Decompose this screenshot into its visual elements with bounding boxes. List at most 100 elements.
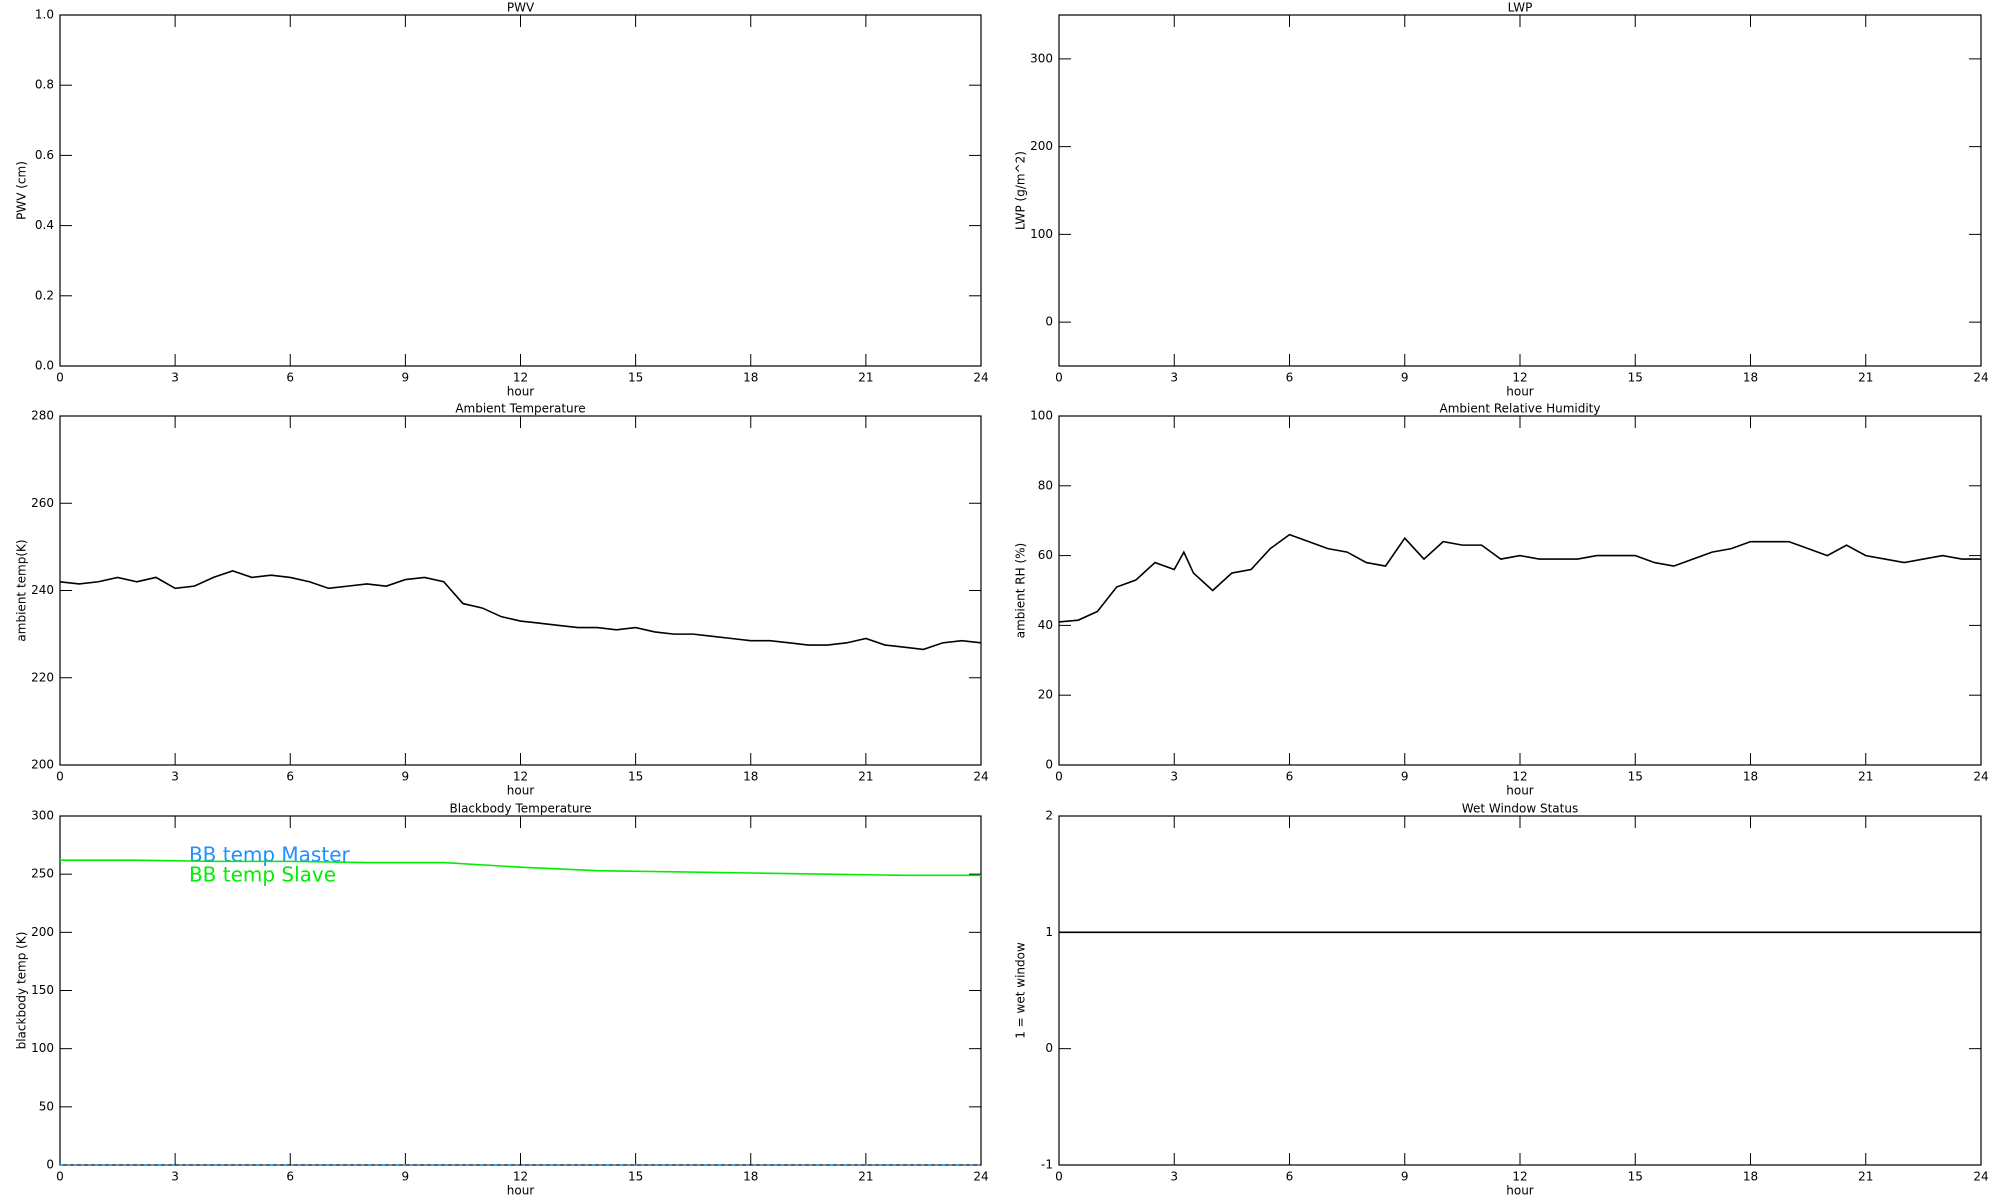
x-tick-label: 9 bbox=[402, 1170, 410, 1184]
data-line bbox=[1058, 533, 1981, 623]
y-tick-label: 20 bbox=[1038, 688, 1053, 702]
chart-panel: PWV 0 3 6 9 12 15 18 21 24 0.0 0.2 0.4 0.6 0.8 1.0 hour P… bbox=[15, 1, 989, 399]
x-tick-label: 6 bbox=[286, 1170, 294, 1184]
x-tick-label: 12 bbox=[513, 371, 528, 385]
y-axis-label: 1 = wet window bbox=[1014, 942, 1028, 1039]
y-tick-label: 150 bbox=[31, 983, 54, 997]
y-axis-label: ambient RH (%) bbox=[1014, 543, 1028, 638]
y-tick-label: 60 bbox=[1038, 548, 1053, 562]
y-tick-label: 240 bbox=[31, 583, 54, 597]
chart-panel: Blackbody Temperature 0 3 6 9 12 15 18 21 24 0 50 10… bbox=[15, 802, 989, 1198]
y-tick-label: 250 bbox=[31, 867, 54, 881]
x-tick-label: 3 bbox=[171, 770, 179, 784]
x-axis-label: hour bbox=[1506, 385, 1534, 399]
x-tick-label: 15 bbox=[1628, 371, 1643, 385]
y-axis-label: ambient temp(K) bbox=[15, 539, 29, 641]
y-tick-label: 300 bbox=[1030, 51, 1053, 65]
y-tick-label: 0 bbox=[1045, 758, 1053, 772]
x-tick-label: 0 bbox=[1055, 770, 1063, 784]
y-tick-label: 1.0 bbox=[35, 8, 54, 22]
x-axis-label: hour bbox=[507, 784, 535, 798]
plot-frame bbox=[59, 415, 982, 766]
y-tick-label: 100 bbox=[31, 1041, 54, 1055]
x-tick-label: 9 bbox=[1401, 1170, 1409, 1184]
x-tick-label: 3 bbox=[1170, 770, 1178, 784]
x-tick-label: 24 bbox=[1973, 371, 1988, 385]
x-tick-label: 3 bbox=[1170, 371, 1178, 385]
x-tick-label: 12 bbox=[1512, 371, 1527, 385]
x-axis-label: hour bbox=[1506, 1184, 1534, 1198]
y-tick-label: 0 bbox=[1045, 315, 1053, 329]
x-tick-label: 12 bbox=[1512, 770, 1527, 784]
y-tick-label: 220 bbox=[31, 670, 54, 684]
chart-panel: Ambient Temperature 0 3 6 9 12 15 18 21 24 200 220 2… bbox=[15, 402, 989, 798]
x-tick-label: 21 bbox=[1858, 371, 1873, 385]
chart-panel: Ambient Relative Humidity 0 3 6 9 12 15 18 21 24 0… bbox=[1014, 402, 1989, 798]
chart-title: Wet Window Status bbox=[1462, 802, 1578, 816]
y-tick-label: 0 bbox=[46, 1158, 54, 1172]
y-tick-label: 0.2 bbox=[35, 288, 54, 302]
x-tick-label: 24 bbox=[1973, 770, 1988, 784]
y-tick-label: -1 bbox=[1041, 1158, 1053, 1172]
x-tick-label: 0 bbox=[56, 1170, 64, 1184]
x-tick-label: 9 bbox=[1401, 371, 1409, 385]
y-tick-label: 300 bbox=[31, 809, 54, 823]
y-tick-label: 2 bbox=[1045, 809, 1053, 823]
x-tick-label: 15 bbox=[628, 1170, 643, 1184]
x-tick-label: 21 bbox=[858, 770, 873, 784]
y-tick-label: 200 bbox=[31, 925, 54, 939]
x-axis-label: hour bbox=[507, 1184, 535, 1198]
plot-frame bbox=[59, 14, 982, 367]
x-tick-label: 6 bbox=[286, 371, 294, 385]
x-axis-label: hour bbox=[1506, 784, 1534, 798]
y-tick-label: 200 bbox=[31, 758, 54, 772]
x-tick-label: 15 bbox=[628, 770, 643, 784]
x-tick-label: 18 bbox=[1743, 1170, 1758, 1184]
y-tick-label: 0.4 bbox=[35, 218, 54, 232]
plot-frame bbox=[1058, 415, 1982, 766]
chart-panel: LWP 0 3 6 9 12 15 18 21 24 0 100 200 300 hour LWP (g/m^… bbox=[1014, 1, 1989, 399]
x-tick-label: 12 bbox=[513, 770, 528, 784]
x-tick-label: 0 bbox=[1055, 1170, 1063, 1184]
x-tick-label: 21 bbox=[1858, 770, 1873, 784]
data-line bbox=[60, 859, 981, 877]
x-tick-label: 12 bbox=[513, 1170, 528, 1184]
plot-frame bbox=[1058, 815, 1982, 1166]
x-tick-label: 6 bbox=[286, 770, 294, 784]
y-tick-label: 40 bbox=[1038, 618, 1053, 632]
x-tick-label: 3 bbox=[1170, 1170, 1178, 1184]
y-tick-label: 0.0 bbox=[35, 359, 54, 373]
y-axis-label: blackbody temp (K) bbox=[15, 932, 29, 1050]
x-tick-label: 18 bbox=[743, 770, 758, 784]
chart-title: Ambient Relative Humidity bbox=[1440, 402, 1601, 416]
plot-frame bbox=[1058, 14, 1982, 367]
x-tick-label: 15 bbox=[1628, 770, 1643, 784]
y-tick-label: 200 bbox=[1030, 139, 1053, 153]
x-tick-label: 9 bbox=[402, 371, 410, 385]
legend-entry: BB temp Slave bbox=[189, 863, 336, 887]
x-tick-label: 3 bbox=[171, 1170, 179, 1184]
y-tick-label: 0.8 bbox=[35, 78, 54, 92]
y-tick-label: 1 bbox=[1045, 925, 1053, 939]
x-tick-label: 0 bbox=[56, 770, 64, 784]
y-tick-label: 100 bbox=[1030, 409, 1053, 423]
x-tick-label: 9 bbox=[1401, 770, 1409, 784]
y-axis-label: LWP (g/m^2) bbox=[1014, 151, 1028, 230]
x-tick-label: 9 bbox=[402, 770, 410, 784]
y-tick-label: 0 bbox=[1045, 1041, 1053, 1055]
y-tick-label: 260 bbox=[31, 496, 54, 510]
x-tick-label: 6 bbox=[1286, 770, 1294, 784]
x-tick-label: 6 bbox=[1286, 1170, 1294, 1184]
x-axis-label: hour bbox=[507, 385, 535, 399]
y-tick-label: 80 bbox=[1038, 478, 1053, 492]
x-tick-label: 15 bbox=[628, 371, 643, 385]
y-tick-label: 100 bbox=[1030, 227, 1053, 241]
y-tick-label: 50 bbox=[39, 1099, 54, 1113]
x-tick-label: 0 bbox=[1055, 371, 1063, 385]
x-tick-label: 24 bbox=[973, 1170, 988, 1184]
y-tick-label: 280 bbox=[31, 409, 54, 423]
y-tick-label: 0.6 bbox=[35, 148, 54, 162]
x-tick-label: 24 bbox=[973, 371, 988, 385]
y-axis-label: PWV (cm) bbox=[15, 161, 29, 220]
